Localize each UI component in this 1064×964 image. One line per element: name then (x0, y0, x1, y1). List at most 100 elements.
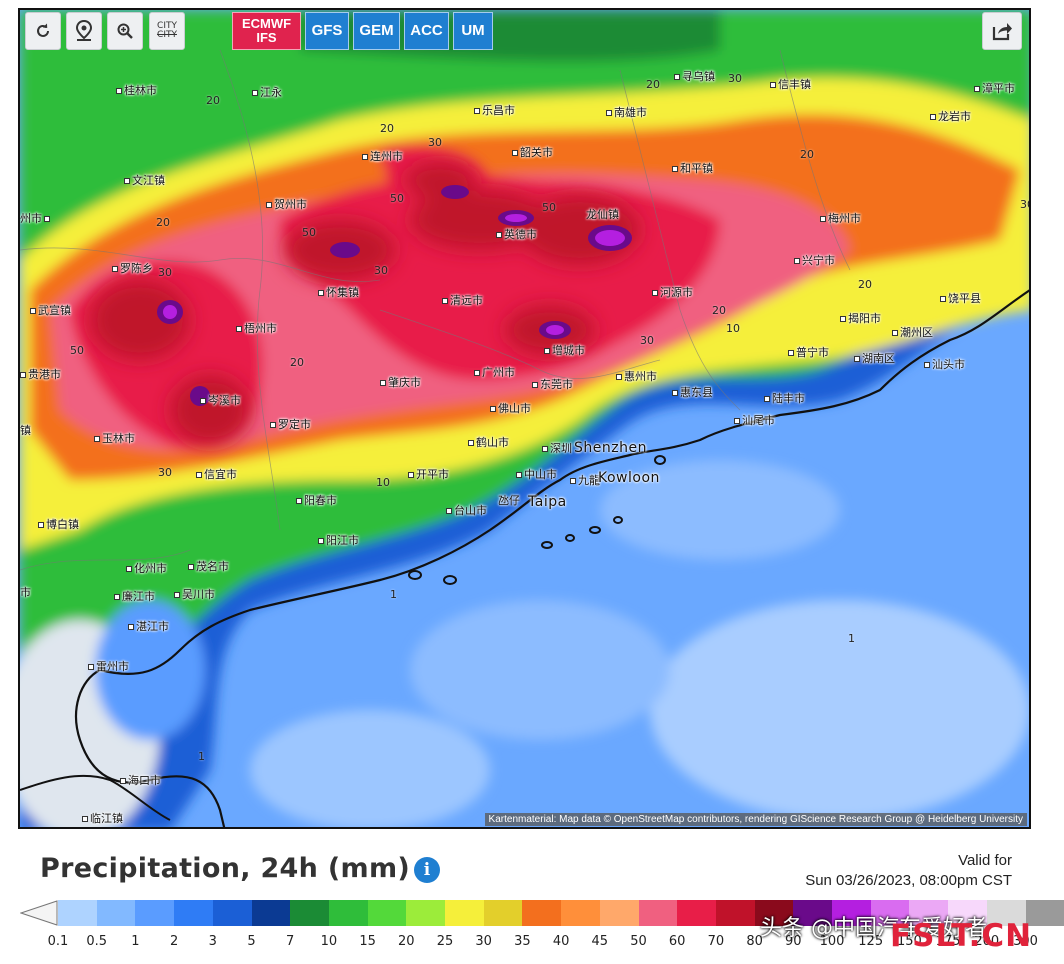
city-label: 普宁市 (788, 344, 829, 360)
city-label: 鹤山市 (468, 434, 509, 450)
refresh-button[interactable] (25, 12, 61, 50)
city-label: 九龍 (570, 472, 600, 488)
refresh-icon (37, 23, 49, 37)
city-label: 中山市 (516, 466, 557, 482)
city-label: 武宣镇 (30, 302, 71, 318)
scale-swatch (251, 900, 291, 926)
contour-label: 1 (390, 588, 397, 601)
city-label-kowloon: Kowloon (598, 470, 660, 486)
city-label: 惠州市 (616, 368, 657, 384)
city-label: 梅州市 (820, 210, 861, 226)
scale-tick-label: 150 (896, 934, 922, 949)
city-label: 饶平县 (940, 290, 981, 306)
scale-swatch (715, 900, 756, 926)
model-acc-button[interactable]: ACC (404, 12, 449, 50)
city-label: 信丰镇 (770, 76, 811, 92)
contour-label: 30 (1020, 198, 1029, 211)
valid-time: Sun 03/26/2023, 08:00pm CST (805, 872, 1012, 889)
contour-label: 20 (380, 122, 394, 135)
scale-swatch (96, 900, 136, 926)
city-label-shenzhen: Shenzhen (574, 440, 647, 456)
zoom-button[interactable] (107, 12, 143, 50)
city-label: 市 (20, 586, 31, 599)
city-label: 潮州区 (892, 324, 933, 340)
scale-swatch (406, 900, 446, 926)
model-label: ACC (410, 22, 443, 39)
color-scale (20, 900, 1064, 926)
city-labels-toggle[interactable]: CITY CITY (149, 12, 185, 50)
scale-swatch (870, 900, 910, 926)
model-sublabel: IFS (256, 30, 277, 45)
contour-label: 50 (302, 226, 316, 239)
contour-label: 20 (800, 148, 814, 161)
city-label: 兴宁市 (794, 252, 835, 268)
share-icon (992, 23, 1012, 41)
contour-label: 30 (374, 264, 388, 277)
scale-tick-label: 1 (131, 934, 140, 949)
scale-swatch (367, 900, 407, 926)
scale-tick-label: 300 (1013, 934, 1038, 949)
city-label: 湛江市 (128, 618, 169, 634)
map-attribution: Kartenmaterial: Map data © OpenStreetMap… (484, 813, 1027, 826)
model-um-button[interactable]: UM (453, 12, 493, 50)
scale-swatch (948, 900, 988, 926)
city-label: 龙岩市 (930, 108, 971, 124)
contour-label: 30 (728, 72, 742, 85)
scale-tick-label: 7 (286, 934, 295, 949)
scale-tick-label: 80 (746, 934, 763, 949)
city-label: 梧州市 (236, 320, 277, 336)
scale-swatch (483, 900, 523, 926)
city-label-taipa: Taipa (528, 494, 567, 510)
scale-swatch (561, 900, 601, 926)
model-gem-button[interactable]: GEM (353, 12, 400, 50)
city-label: 信宜市 (196, 466, 237, 482)
precipitation-map[interactable]: 20 20 30 20 30 20 30 50 50 50 20 30 30 2… (18, 8, 1031, 829)
scale-swatch (290, 900, 330, 926)
scale-swatch (212, 900, 253, 926)
scale-swatch (638, 900, 678, 926)
model-label: GEM (359, 22, 394, 39)
city-label: 连州市 (362, 148, 403, 164)
city-label: 贵港市 (20, 366, 61, 382)
model-ecmwf-ifs-button[interactable]: ECMWF IFS (232, 12, 301, 50)
scale-tick-label: 15 (359, 934, 376, 949)
city-label: 韶关市 (512, 144, 553, 160)
scale-swatch (328, 900, 369, 926)
city-label: 开平市 (408, 466, 449, 482)
city-label: 茂名市 (188, 558, 229, 574)
scale-tick-label: 10 (320, 934, 338, 949)
city-label: 玉林市 (94, 430, 135, 446)
scale-swatch (174, 900, 214, 926)
contour-label: 20 (858, 278, 872, 291)
scale-tick-label: 60 (668, 934, 686, 949)
city-label: 罗陈乡 (112, 260, 153, 276)
model-gfs-button[interactable]: GFS (305, 12, 349, 50)
city-label: 河源市 (652, 284, 693, 300)
city-label: 怀集镇 (318, 284, 359, 300)
location-pin-icon (75, 20, 93, 41)
city-label: 贺州市 (266, 196, 307, 212)
city-label: 州市 (20, 210, 52, 226)
scale-swatch (599, 900, 640, 926)
scale-swatch (793, 900, 833, 926)
city-label: 雷州市 (88, 658, 129, 674)
contour-label: 20 (646, 78, 660, 91)
model-label: UM (461, 22, 485, 39)
share-button[interactable] (982, 12, 1022, 50)
scale-tick-label: 40 (552, 934, 570, 949)
scale-tick-label: 25 (436, 934, 454, 949)
scale-tick-label: 3 (208, 934, 217, 949)
city-label: 阳江市 (318, 532, 359, 548)
city-label: 增城市 (544, 342, 585, 358)
city-label: 汕尾市 (734, 412, 775, 428)
city-label: 揭阳市 (840, 310, 881, 326)
scale-swatch (754, 900, 794, 926)
locate-button[interactable] (66, 12, 102, 50)
scale-swatch (58, 900, 98, 926)
contour-label: 50 (542, 201, 556, 214)
contour-label: 30 (640, 334, 654, 347)
info-icon[interactable]: i (414, 857, 440, 883)
city-label: 化州市 (126, 560, 167, 576)
city-toggle-label: CITY (157, 21, 177, 31)
scale-swatch (1025, 900, 1064, 926)
